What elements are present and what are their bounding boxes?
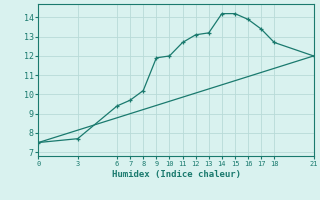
X-axis label: Humidex (Indice chaleur): Humidex (Indice chaleur) (111, 170, 241, 179)
